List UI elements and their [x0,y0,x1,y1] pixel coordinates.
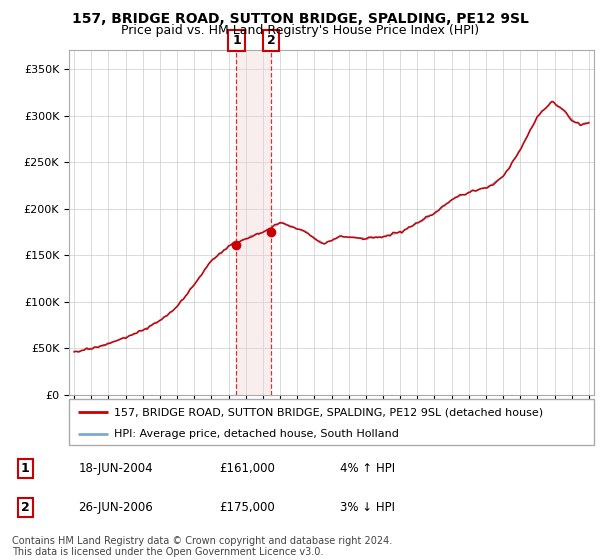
Bar [236,50,271,395]
Text: 2: 2 [267,34,275,47]
Text: 1: 1 [232,34,241,47]
FancyBboxPatch shape [69,399,594,445]
Text: £161,000: £161,000 [220,463,275,475]
Text: 4% ↑ HPI: 4% ↑ HPI [340,463,395,475]
Text: Contains HM Land Registry data © Crown copyright and database right 2024.
This d: Contains HM Land Registry data © Crown c… [12,535,392,557]
Text: 26-JUN-2006: 26-JUN-2006 [78,501,153,514]
Text: 1: 1 [21,463,29,475]
Text: 3% ↓ HPI: 3% ↓ HPI [340,501,395,514]
Text: 157, BRIDGE ROAD, SUTTON BRIDGE, SPALDING, PE12 9SL: 157, BRIDGE ROAD, SUTTON BRIDGE, SPALDIN… [71,12,529,26]
Text: 157, BRIDGE ROAD, SUTTON BRIDGE, SPALDING, PE12 9SL (detached house): 157, BRIDGE ROAD, SUTTON BRIDGE, SPALDIN… [113,407,543,417]
Text: Price paid vs. HM Land Registry's House Price Index (HPI): Price paid vs. HM Land Registry's House … [121,24,479,37]
Text: HPI: Average price, detached house, South Holland: HPI: Average price, detached house, Sout… [113,429,398,438]
Text: £175,000: £175,000 [220,501,275,514]
Text: 2: 2 [21,501,29,514]
Text: 18-JUN-2004: 18-JUN-2004 [78,463,153,475]
